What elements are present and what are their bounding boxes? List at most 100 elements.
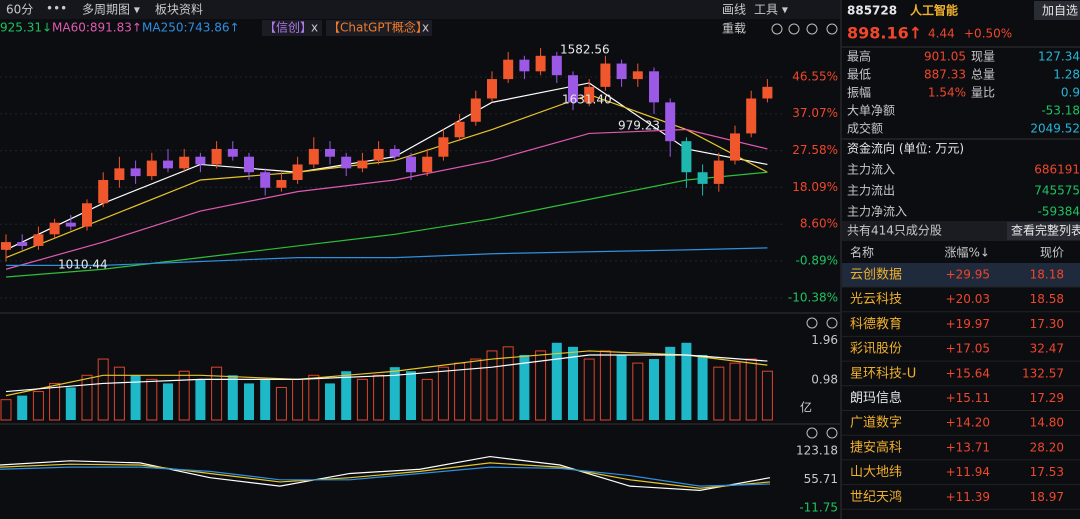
tag-close[interactable]: x	[311, 21, 318, 35]
toolbar-bg	[0, 0, 840, 19]
volume-bar	[178, 370, 190, 421]
volume-bar	[632, 362, 644, 421]
volume-bar	[244, 383, 254, 420]
y-tick-label: -11.75	[799, 500, 838, 514]
value: 901.05	[924, 50, 966, 64]
ma-line	[5, 128, 768, 270]
stock-price: 132.57	[1022, 366, 1064, 380]
value: 1.54%	[928, 86, 966, 100]
view-all[interactable]: 查看完整列表	[1011, 223, 1080, 238]
label: 最低	[847, 68, 871, 82]
volume-bar	[373, 374, 385, 421]
volume-bar	[211, 366, 223, 421]
stock-price: 28.20	[1030, 440, 1064, 454]
candle-body	[681, 141, 692, 173]
volume-bar	[583, 358, 595, 421]
volume-bar	[341, 371, 352, 420]
candle-body	[227, 148, 238, 157]
price-annotation: 1631.40	[562, 93, 612, 107]
y-tick-label: 123.18	[796, 444, 838, 458]
volume-bar	[130, 375, 141, 420]
stock-price: 18.58	[1030, 292, 1064, 306]
label: 最高	[847, 49, 871, 64]
volume-bar	[713, 366, 725, 421]
volume-bar	[97, 358, 109, 421]
y-tick-label: 27.58%	[792, 143, 838, 157]
candle-body	[130, 168, 141, 177]
volume-bar	[406, 371, 416, 420]
candle-body	[195, 156, 206, 165]
stock-change: +11.94	[946, 465, 990, 479]
period[interactable]: 60分	[6, 3, 33, 17]
reload[interactable]: 重载	[722, 22, 746, 36]
stock-price: 17.53	[1030, 465, 1064, 479]
icons	[771, 23, 838, 439]
volume-bar	[146, 378, 158, 421]
candle-body	[163, 160, 173, 169]
price-annotation: 1010.44	[58, 258, 108, 272]
stock-price: 32.47	[1030, 342, 1064, 356]
candle-body	[503, 59, 514, 80]
volume-bar	[17, 395, 28, 420]
tag[interactable]: 【信创】	[264, 21, 312, 35]
stock-name: 科德教育	[850, 316, 902, 332]
tag-close[interactable]: x	[422, 21, 429, 35]
candle-body	[98, 179, 109, 204]
volume-bar	[421, 378, 433, 421]
candle-body	[535, 55, 546, 72]
stock-change: +15.11	[946, 391, 990, 405]
volume-bar	[486, 350, 498, 421]
candle-body	[179, 156, 190, 169]
candle-body	[244, 156, 254, 173]
label: 成交额	[847, 121, 883, 136]
candle-body	[260, 172, 271, 188]
col-header[interactable]: 现价	[1040, 246, 1064, 260]
more[interactable]: •••	[46, 2, 67, 16]
candle-body	[616, 63, 627, 80]
candle-body	[341, 156, 352, 169]
volume-bar	[65, 387, 76, 420]
draw[interactable]: 画线	[722, 3, 746, 17]
candle-body	[665, 102, 676, 142]
view-all-btn[interactable]	[1007, 222, 1080, 240]
candle-body	[406, 156, 416, 173]
ma-line	[5, 171, 768, 278]
stock-name: 彩讯股份	[850, 342, 902, 357]
label: 主力流入	[847, 163, 895, 177]
value: -59384	[1037, 205, 1080, 219]
y-tick-label: 37.07%	[792, 106, 838, 120]
candle-body	[211, 148, 222, 165]
label: 主力流出	[847, 184, 895, 198]
multi-period[interactable]: 多周期图 ▾	[82, 3, 140, 17]
volume-bar	[665, 346, 676, 420]
col-header[interactable]: 名称	[850, 245, 874, 260]
volume-bar	[437, 366, 449, 421]
tag[interactable]: 【ChatGPT概念】	[328, 20, 428, 35]
add-btn[interactable]	[1034, 1, 1080, 20]
candle-body	[17, 242, 28, 246]
y-tick-label: 18.09%	[792, 180, 838, 194]
candle-body	[276, 179, 287, 188]
add[interactable]: 加自选	[1042, 4, 1078, 18]
candle-body	[49, 222, 60, 235]
candle-body	[373, 148, 384, 161]
value: 127.34	[1038, 50, 1080, 64]
label: 主力净流入	[847, 205, 907, 219]
candle-body	[308, 148, 319, 165]
value: 745575	[1034, 184, 1080, 198]
price-annotation: 979.23	[618, 119, 660, 133]
volume-bar	[616, 354, 627, 420]
candle-body	[454, 121, 465, 138]
volume-bar	[325, 383, 335, 420]
price: 898.16↑	[847, 24, 922, 43]
tools[interactable]: 工具 ▾	[754, 3, 788, 17]
volume-bar	[535, 350, 547, 421]
candle-body	[697, 172, 708, 184]
sector-info[interactable]: 板块资料	[155, 3, 203, 17]
price-annotation: 1582.56	[560, 43, 610, 57]
col-header[interactable]: 涨幅%↓	[945, 245, 990, 260]
candle-body	[1, 242, 11, 250]
volume-bar	[729, 362, 741, 421]
